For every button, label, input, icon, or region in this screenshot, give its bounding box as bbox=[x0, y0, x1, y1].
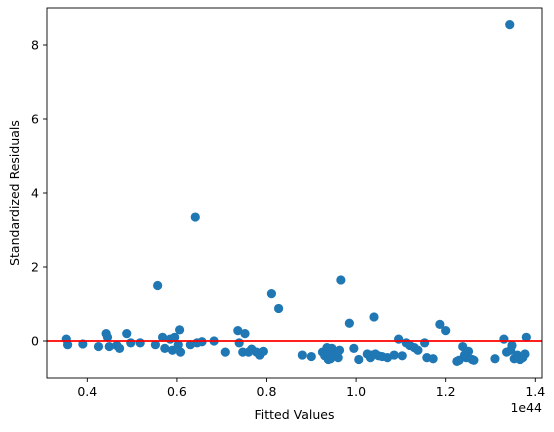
data-point bbox=[150, 340, 161, 350]
data-point bbox=[167, 345, 178, 355]
x-tick-label: 1.0 bbox=[346, 384, 366, 399]
x-axis-ticks: 0.4 0.6 0.8 1.0 1.2 1.4 bbox=[77, 378, 545, 399]
data-point bbox=[93, 341, 104, 352]
data-point bbox=[175, 347, 186, 357]
data-point bbox=[354, 354, 364, 365]
y-tick-label: 8 bbox=[31, 38, 39, 53]
x-tick-label: 0.4 bbox=[77, 384, 97, 399]
data-point bbox=[273, 303, 284, 314]
data-point bbox=[114, 343, 125, 353]
x-tick-label: 0.6 bbox=[167, 384, 187, 399]
data-point bbox=[521, 332, 531, 342]
data-point bbox=[499, 334, 509, 344]
data-point bbox=[344, 318, 354, 328]
data-point bbox=[173, 340, 183, 350]
data-point bbox=[63, 340, 73, 350]
data-point bbox=[369, 312, 379, 322]
x-axis-label: Fitted Values bbox=[255, 407, 335, 422]
data-point bbox=[170, 332, 180, 342]
data-point bbox=[334, 345, 345, 355]
data-point bbox=[160, 343, 170, 353]
data-point bbox=[220, 347, 230, 357]
y-tick-label: 0 bbox=[31, 334, 39, 349]
data-point bbox=[469, 355, 479, 365]
data-points bbox=[61, 20, 531, 366]
x-tick-label: 1.4 bbox=[525, 384, 545, 399]
y-tick-label: 2 bbox=[31, 260, 39, 275]
x-tick-label: 0.8 bbox=[257, 384, 277, 399]
data-point bbox=[297, 350, 307, 360]
data-point bbox=[505, 20, 515, 30]
data-point bbox=[349, 343, 359, 353]
y-axis-label: Standardized Residuals bbox=[7, 120, 22, 266]
data-point bbox=[233, 326, 243, 336]
data-point bbox=[397, 351, 407, 361]
data-point bbox=[153, 280, 163, 291]
data-point bbox=[435, 319, 445, 329]
data-point bbox=[104, 341, 114, 352]
data-point bbox=[389, 350, 399, 360]
data-point bbox=[174, 325, 185, 335]
data-point bbox=[258, 346, 268, 356]
data-point bbox=[157, 332, 168, 342]
data-point bbox=[336, 275, 346, 285]
y-tick-label: 6 bbox=[31, 112, 39, 127]
data-point bbox=[266, 289, 277, 299]
data-point bbox=[102, 332, 113, 342]
data-point bbox=[122, 329, 132, 339]
y-axis-ticks: 0 2 4 6 8 bbox=[31, 38, 47, 349]
data-point bbox=[490, 354, 500, 364]
data-point bbox=[413, 345, 423, 355]
data-point bbox=[333, 353, 343, 363]
data-point bbox=[507, 340, 517, 351]
data-point bbox=[306, 351, 316, 362]
data-point bbox=[428, 354, 438, 364]
data-point bbox=[520, 349, 530, 359]
data-point bbox=[126, 338, 136, 348]
data-point bbox=[240, 329, 250, 339]
data-point bbox=[463, 346, 474, 356]
data-point bbox=[135, 338, 145, 348]
y-tick-label: 4 bbox=[31, 186, 39, 201]
plot-frame bbox=[46, 7, 543, 379]
data-point bbox=[441, 326, 451, 336]
data-point bbox=[234, 338, 244, 348]
x-tick-label: 1.2 bbox=[436, 384, 456, 399]
data-point bbox=[190, 212, 200, 222]
x-axis-offset-label: 1e44 bbox=[510, 400, 542, 415]
data-point bbox=[420, 338, 430, 348]
